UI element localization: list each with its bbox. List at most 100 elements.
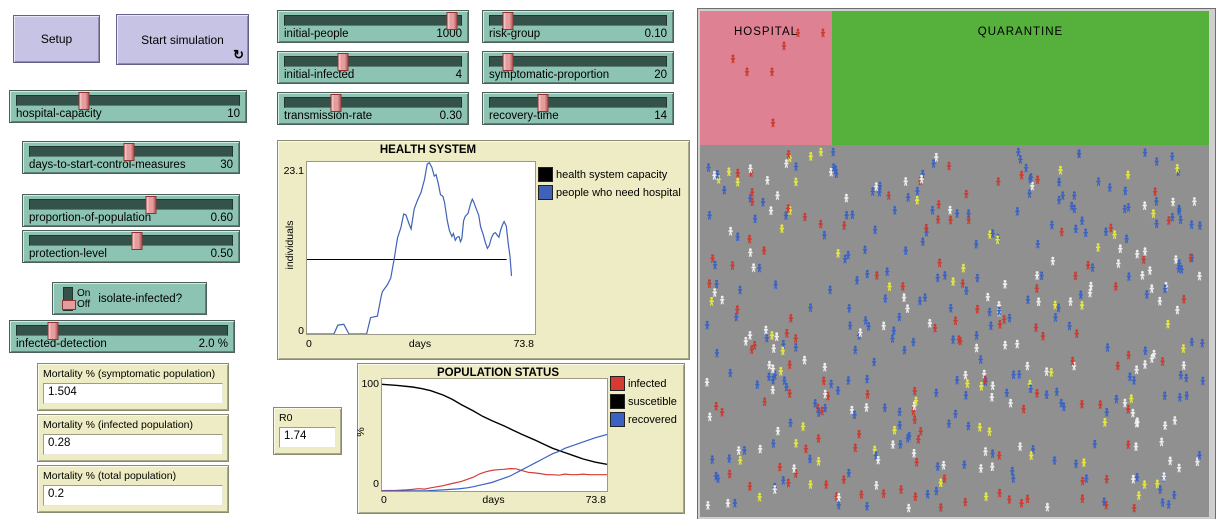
person-agent [771, 344, 777, 353]
person-agent [941, 460, 946, 470]
person-agent [1126, 350, 1131, 360]
person-agent [757, 263, 762, 273]
person-agent [983, 492, 989, 501]
hospital-zone: HOSPITAL [700, 11, 832, 145]
slider-track[interactable] [284, 94, 462, 112]
person-agent [903, 246, 909, 255]
person-agent [709, 297, 714, 306]
person-agent [735, 168, 741, 178]
slider-label: protection-level [29, 248, 107, 260]
slider-handle[interactable] [330, 94, 342, 112]
person-agent [935, 462, 941, 471]
person-agent [775, 426, 781, 436]
person-agent [987, 427, 992, 436]
slider-handle[interactable] [131, 232, 143, 250]
plot-title: POPULATION STATUS [436, 367, 560, 379]
person-agent [1134, 365, 1139, 374]
slider-track[interactable] [29, 143, 233, 161]
slider-handle[interactable] [537, 94, 549, 112]
person-agent [870, 187, 876, 196]
slider-transmission-rate[interactable]: transmission-rate 0.30 [277, 92, 469, 125]
person-agent [751, 263, 756, 272]
slider-handle[interactable] [337, 53, 349, 71]
person-agent [1142, 360, 1148, 369]
person-agent [1080, 494, 1085, 503]
x-tick-max: 73.8 [513, 338, 534, 350]
person-agent [1079, 216, 1085, 225]
setup-button[interactable]: Setup [13, 15, 100, 63]
person-agent [1025, 494, 1030, 504]
slider-track[interactable] [489, 53, 667, 71]
person-agent [1071, 191, 1077, 200]
slider-recovery-time[interactable]: recovery-time 14 [482, 92, 674, 125]
slider-initial-people[interactable]: initial-people 1000 [277, 10, 469, 43]
switch-channel[interactable] [62, 286, 76, 311]
slider-initial-infected[interactable]: initial-infected 4 [277, 51, 469, 84]
person-agent [961, 460, 967, 469]
person-agent [898, 440, 903, 449]
slider-label: proportion-of-population [29, 212, 152, 224]
slider-protection-level[interactable]: protection-level 0.50 [22, 230, 240, 263]
start-simulation-button[interactable]: Start simulation ↻ [116, 14, 249, 65]
monitor-mortality-total: Mortality % (total population) 0.2 [37, 465, 229, 513]
person-agent [946, 419, 952, 428]
slider-hospital-capacity[interactable]: hospital-capacity 10 [9, 90, 247, 123]
x-tick-min: 0 [381, 494, 387, 506]
slider-handle[interactable] [446, 12, 458, 30]
person-agent [822, 230, 827, 240]
slider-days-to-start-control-measures[interactable]: days-to-start-control-measures 30 [22, 141, 240, 174]
slider-symptomatic-proportion[interactable]: symptomatic-proportion 20 [482, 51, 674, 84]
person-agent [1023, 163, 1029, 173]
slider-infected-detection[interactable]: infected-detection 2.0 % [9, 320, 235, 353]
slider-track[interactable] [284, 12, 462, 30]
person-agent [766, 372, 772, 382]
person-agent [905, 304, 910, 313]
slider-track[interactable] [489, 12, 667, 30]
slider-track[interactable] [29, 196, 233, 214]
person-agent [856, 429, 862, 439]
slider-risk-group[interactable]: risk-group 0.10 [482, 10, 674, 43]
person-agent [1176, 463, 1182, 473]
person-agent [1133, 442, 1139, 451]
switch-isolate-infected[interactable]: On Off isolate-infected? [52, 282, 207, 315]
person-agent [841, 221, 847, 230]
slider-track[interactable] [16, 92, 240, 110]
person-agent [897, 407, 902, 417]
switch-knob[interactable] [62, 299, 76, 310]
person-agent [780, 476, 786, 485]
hospital-zone-label: HOSPITAL [733, 26, 799, 38]
person-agent [757, 444, 763, 454]
slider-handle[interactable] [502, 53, 514, 71]
legend-swatch-red [610, 376, 625, 391]
person-agent [779, 224, 785, 233]
monitor-value: 1.74 [279, 427, 336, 448]
slider-handle[interactable] [78, 92, 90, 110]
person-agent [902, 345, 907, 355]
person-agent [1122, 204, 1128, 214]
person-agent [974, 331, 979, 340]
slider-proportion-of-population[interactable]: proportion-of-population 0.60 [22, 194, 240, 227]
person-agent [1019, 498, 1024, 508]
slider-value: 10 [227, 108, 240, 120]
person-agent [1170, 197, 1176, 207]
slider-label: hospital-capacity [16, 108, 102, 120]
slider-track[interactable] [489, 94, 667, 112]
person-agent [1045, 502, 1050, 512]
slider-track[interactable] [29, 232, 233, 250]
person-agent [748, 248, 753, 257]
person-agent [808, 152, 814, 161]
slider-handle[interactable] [123, 143, 135, 161]
slider-handle[interactable] [47, 322, 59, 340]
person-agent [975, 304, 980, 314]
person-agent [1177, 393, 1183, 402]
slider-handle[interactable] [502, 12, 514, 30]
person-agent [1176, 206, 1182, 216]
person-agent [1134, 249, 1140, 259]
slider-value: 20 [654, 69, 667, 81]
slider-track[interactable] [284, 53, 462, 71]
monitor-mortality-infected: Mortality % (infected population) 0.28 [37, 414, 229, 462]
slider-handle[interactable] [145, 196, 157, 214]
slider-track[interactable] [16, 322, 228, 340]
person-agent [1197, 271, 1202, 281]
person-agent [897, 420, 903, 430]
